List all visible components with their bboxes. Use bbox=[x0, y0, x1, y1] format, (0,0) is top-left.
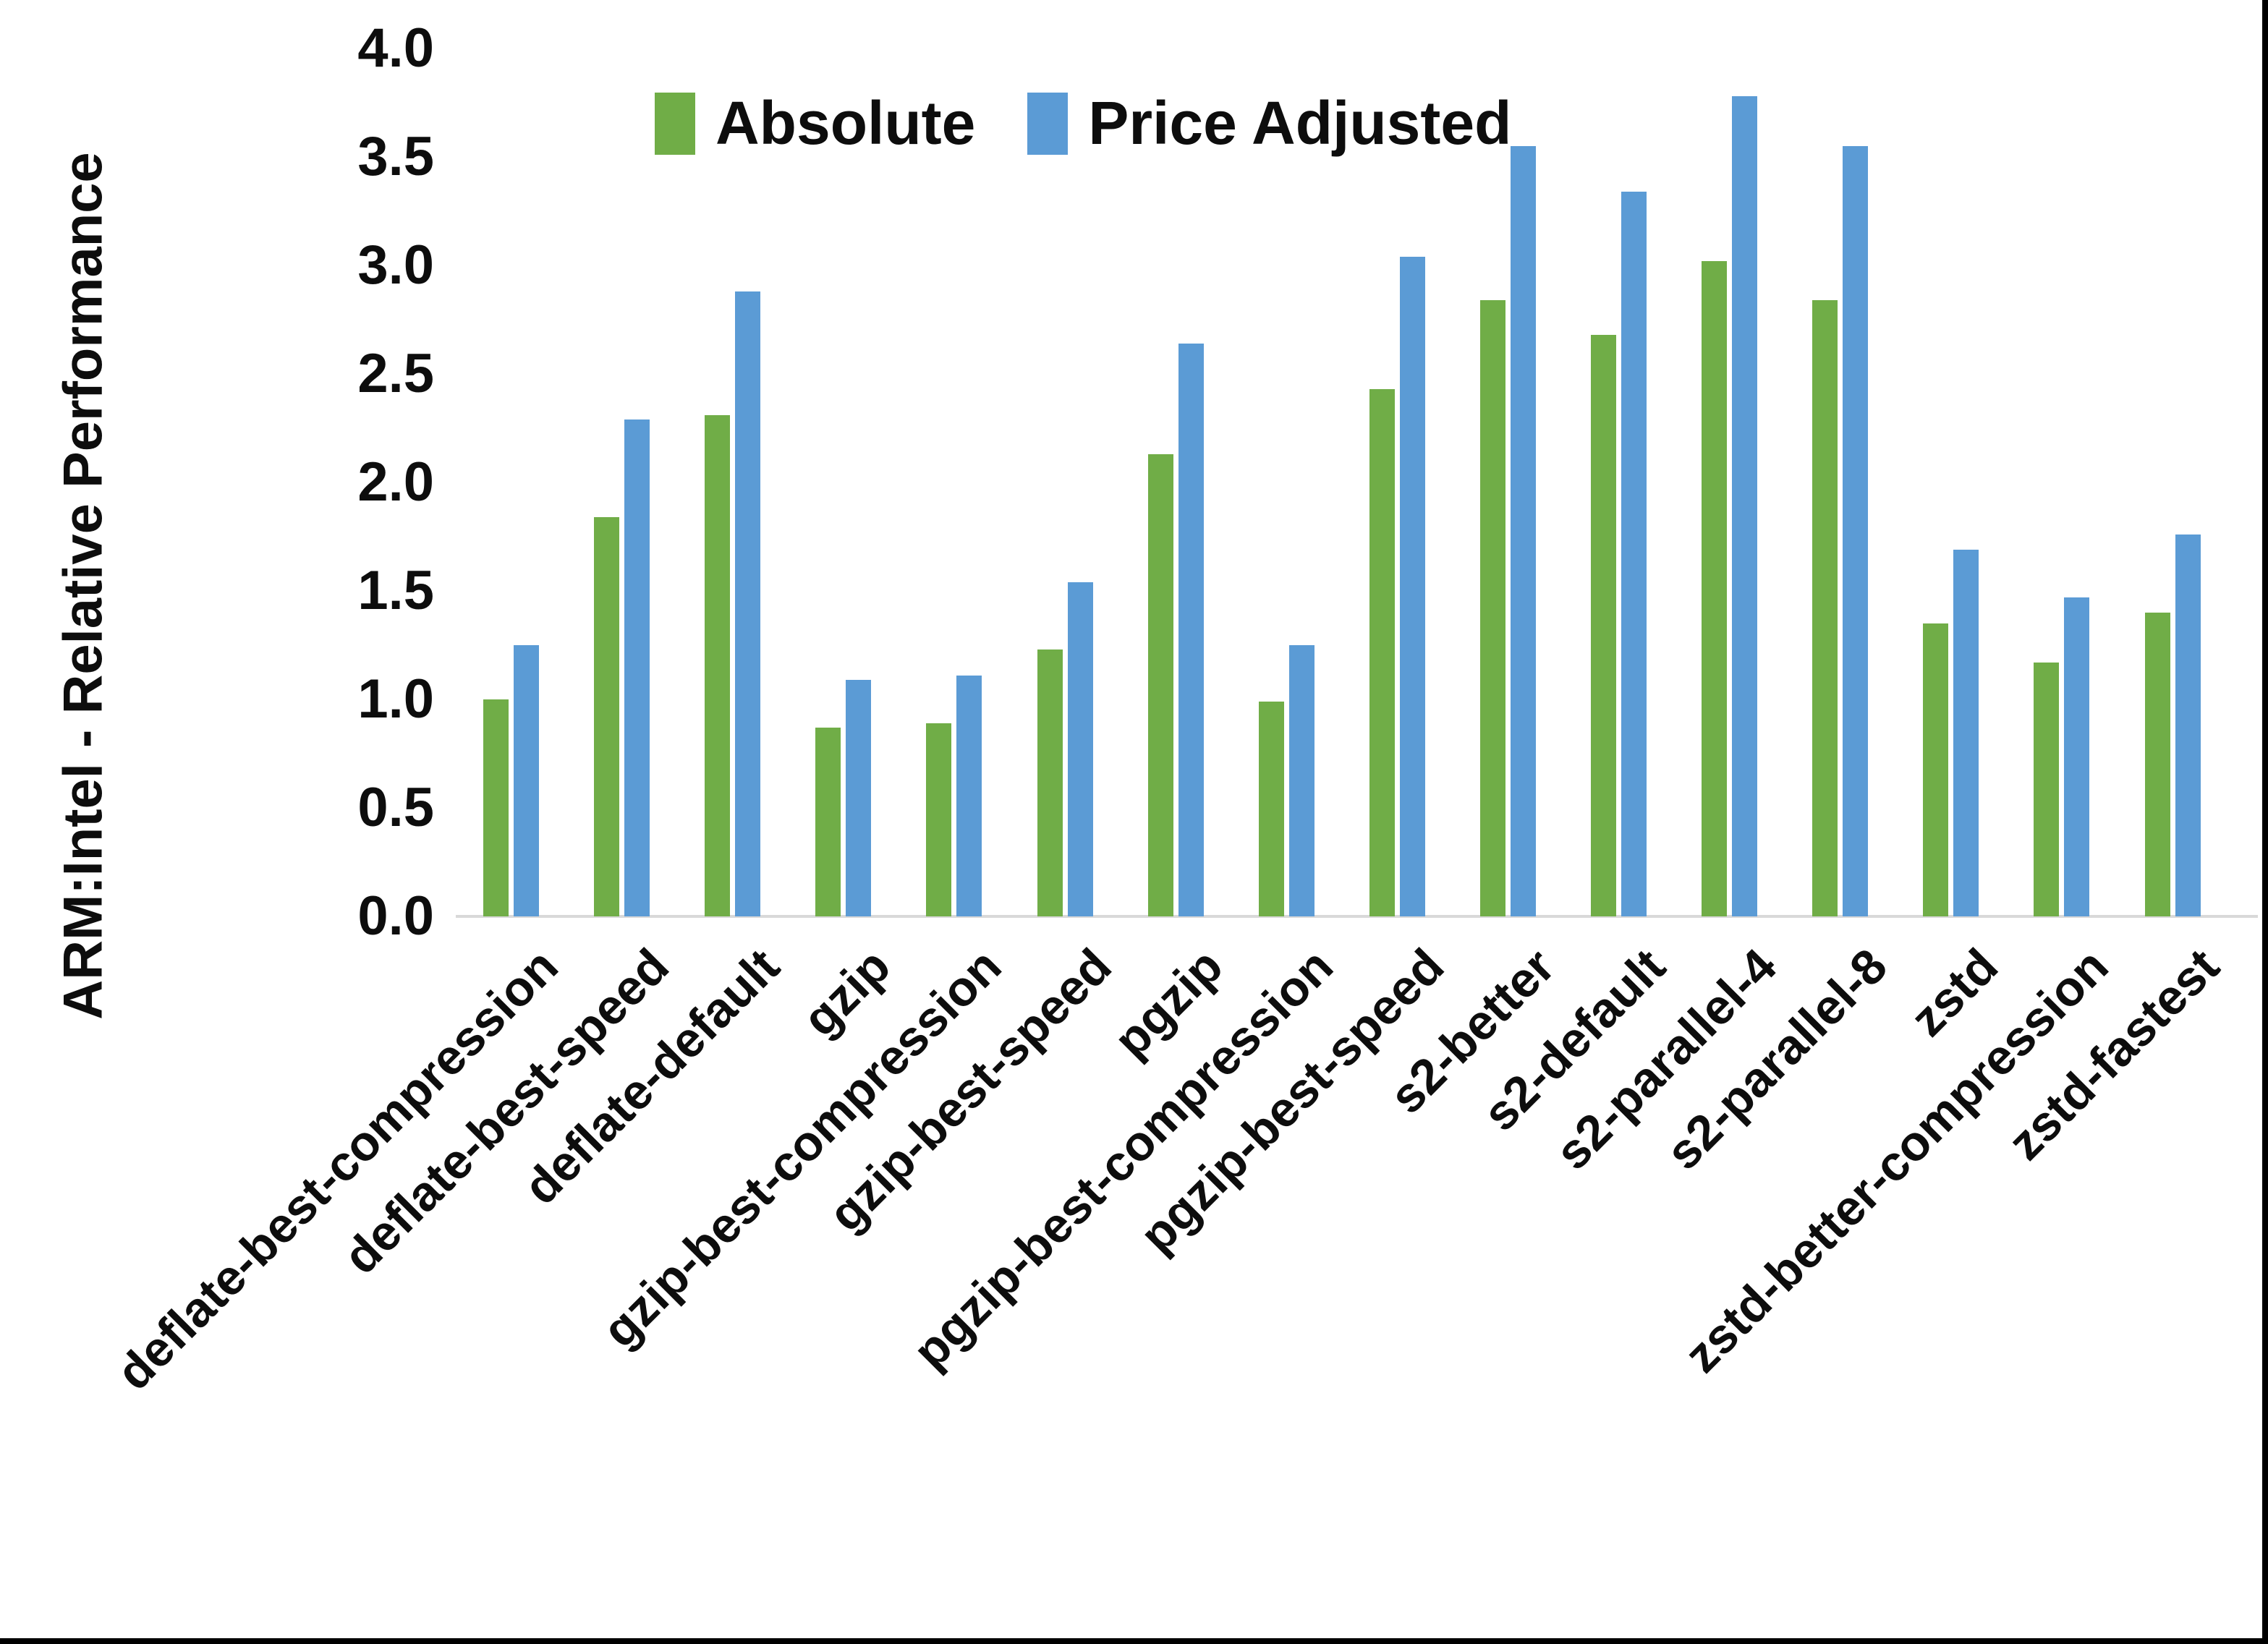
bar-absolute-gzip-best-compression bbox=[926, 723, 951, 916]
bar-absolute-s2-parallel-4 bbox=[1702, 261, 1727, 916]
bar-price-adjusted-gzip-best-speed bbox=[1068, 582, 1093, 916]
bar-price-adjusted-s2-default bbox=[1621, 192, 1647, 916]
bar-price-adjusted-deflate-best-speed bbox=[624, 419, 650, 916]
screenshot-bottom-border bbox=[0, 1638, 2268, 1644]
bar-price-adjusted-deflate-default bbox=[735, 291, 760, 916]
bar-absolute-s2-default bbox=[1591, 335, 1616, 916]
bar-price-adjusted-deflate-best-compression bbox=[514, 645, 539, 916]
y-tick-label: 1.0 bbox=[357, 668, 434, 730]
bar-absolute-zstd-fastest bbox=[2145, 613, 2170, 916]
bar-absolute-deflate-best-speed bbox=[594, 517, 619, 916]
y-axis-title: ARM:Intel - Relative Performance bbox=[52, 152, 114, 1020]
legend-item-absolute: Absolute bbox=[655, 88, 975, 158]
bar-absolute-pgzip bbox=[1148, 454, 1173, 916]
legend-swatch-absolute bbox=[655, 92, 695, 155]
bar-price-adjusted-pgzip bbox=[1178, 344, 1204, 916]
bar-absolute-deflate-default bbox=[705, 415, 730, 916]
bar-absolute-zstd-better-compression bbox=[2034, 663, 2059, 916]
legend-swatch-price-adjusted bbox=[1027, 92, 1069, 155]
y-tick-label: 0.5 bbox=[357, 777, 434, 838]
category-label-deflate-best-compression: deflate-best-compression bbox=[106, 938, 569, 1401]
screenshot-right-border bbox=[2262, 0, 2268, 1644]
bar-price-adjusted-pgzip-best-speed bbox=[1400, 257, 1425, 916]
x-axis-baseline bbox=[456, 915, 2258, 918]
legend: Absolute Price Adjusted bbox=[655, 88, 1511, 158]
bar-price-adjusted-zstd-better-compression bbox=[2064, 597, 2089, 916]
bar-absolute-deflate-best-compression bbox=[483, 699, 509, 916]
bar-absolute-gzip-best-speed bbox=[1037, 649, 1063, 916]
bar-absolute-s2-better bbox=[1480, 300, 1505, 916]
bar-price-adjusted-s2-parallel-4 bbox=[1732, 96, 1757, 916]
bar-price-adjusted-s2-better bbox=[1511, 146, 1536, 916]
y-tick-label: 3.0 bbox=[357, 234, 434, 296]
y-tick-label: 2.0 bbox=[357, 451, 434, 513]
bar-absolute-s2-parallel-8 bbox=[1812, 300, 1838, 916]
bar-absolute-zstd bbox=[1923, 623, 1948, 916]
bar-price-adjusted-gzip bbox=[846, 680, 871, 916]
legend-label-absolute: Absolute bbox=[715, 89, 976, 157]
bar-absolute-pgzip-best-speed bbox=[1369, 389, 1395, 916]
y-tick-label: 3.5 bbox=[357, 126, 434, 187]
bar-absolute-pgzip-best-compression bbox=[1259, 702, 1284, 916]
legend-label-price-adjusted: Price Adjusted bbox=[1088, 89, 1512, 157]
y-tick-label: 1.5 bbox=[357, 560, 434, 621]
legend-item-price-adjusted: Price Adjusted bbox=[1027, 88, 1511, 158]
bar-price-adjusted-s2-parallel-8 bbox=[1843, 146, 1868, 916]
y-tick-label: 4.0 bbox=[357, 17, 434, 79]
bar-price-adjusted-zstd bbox=[1953, 550, 1979, 916]
bar-price-adjusted-zstd-fastest bbox=[2175, 534, 2201, 916]
y-tick-label: 0.0 bbox=[357, 885, 434, 947]
bar-price-adjusted-pgzip-best-compression bbox=[1289, 645, 1314, 916]
bar-absolute-gzip bbox=[815, 728, 841, 916]
y-tick-label: 2.5 bbox=[357, 343, 434, 404]
bar-price-adjusted-gzip-best-compression bbox=[956, 676, 982, 916]
